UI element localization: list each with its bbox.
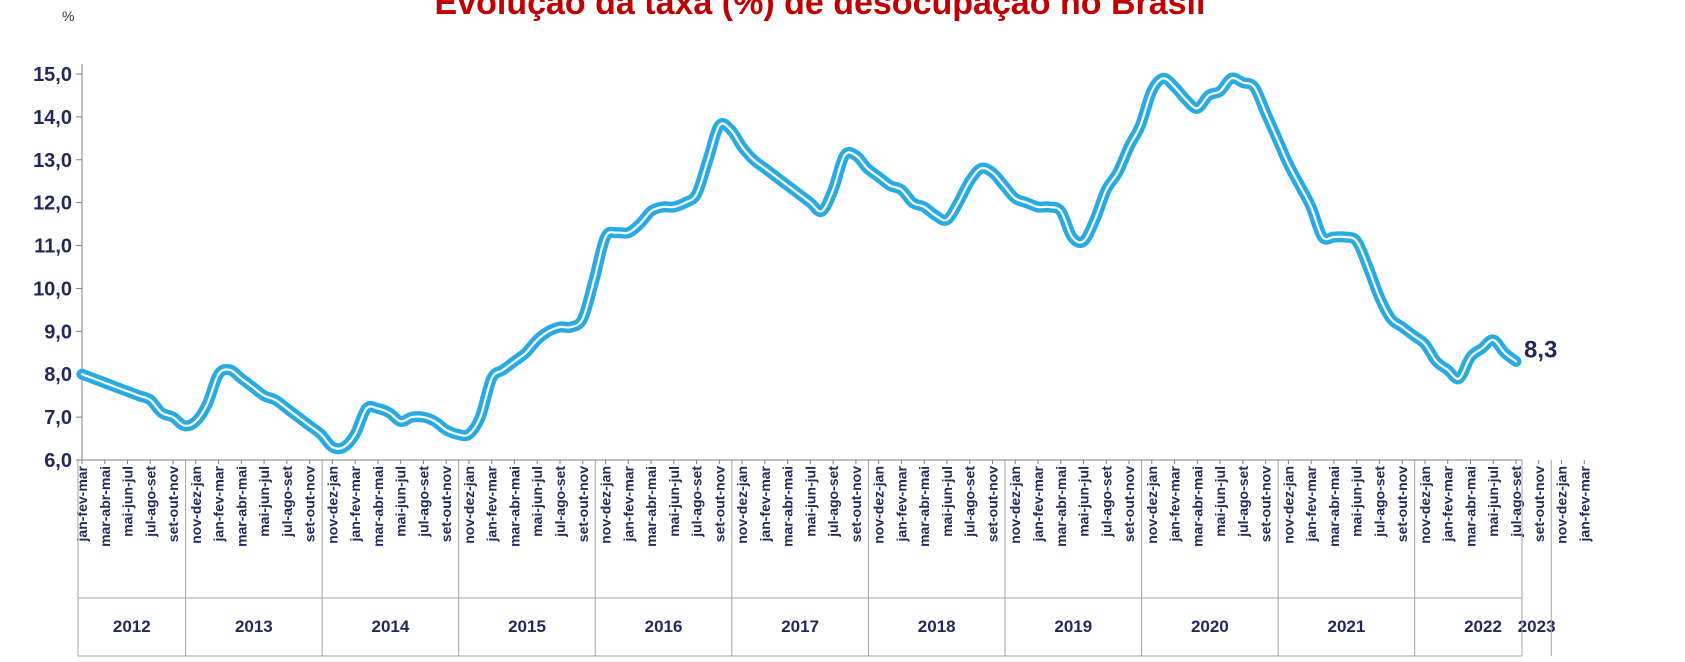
x-tick-label: set-out-nov bbox=[1121, 466, 1137, 542]
x-tick-label: nov-dez-jan bbox=[1280, 466, 1296, 544]
y-tick-label: 9,0 bbox=[44, 321, 72, 343]
x-tick-label: jan-fev-mar bbox=[757, 465, 773, 542]
x-tick-label: jan-fev-mar bbox=[1440, 465, 1456, 542]
x-tick-label: mar-abr-mai bbox=[97, 466, 113, 547]
x-tick-label: jan-fev-mar bbox=[484, 465, 500, 542]
year-label: 2016 bbox=[645, 617, 683, 636]
x-tick-label: set-out-nov bbox=[165, 466, 181, 542]
x-tick-label: jan-fev-mar bbox=[347, 465, 363, 542]
x-tick-label: mai-jun-jul bbox=[802, 466, 818, 537]
x-tick-label: mar-abr-mai bbox=[1189, 466, 1205, 547]
x-tick-label: jul-ago-set bbox=[1508, 466, 1524, 538]
x-tick-label: mar-abr-mai bbox=[370, 466, 386, 547]
y-tick-label: 13,0 bbox=[33, 150, 72, 172]
x-tick-label: jan-fev-mar bbox=[74, 465, 90, 542]
x-tick-label: nov-dez-jan bbox=[1417, 466, 1433, 544]
x-tick-label: set-out-nov bbox=[1258, 466, 1274, 542]
x-tick-label: mai-jun-jul bbox=[666, 466, 682, 537]
year-label: 2018 bbox=[918, 617, 956, 636]
x-tick-label: set-out-nov bbox=[438, 466, 454, 542]
year-label: 2017 bbox=[781, 617, 819, 636]
x-tick-label: jan-fev-mar bbox=[1167, 465, 1183, 542]
x-tick-label: jan-fev-mar bbox=[1576, 465, 1592, 542]
chart-title: Evolução da taxa (%) de desocupação no B… bbox=[435, 0, 1206, 22]
x-tick-label: mar-abr-mai bbox=[780, 466, 796, 547]
x-tick-label: set-out-nov bbox=[1531, 466, 1547, 542]
x-tick-label: nov-dez-jan bbox=[871, 466, 887, 544]
series-line bbox=[76, 72, 1522, 455]
x-tick-label: mar-abr-mai bbox=[506, 466, 522, 547]
x-tick-label: mar-abr-mai bbox=[233, 466, 249, 547]
x-tick-label: jan-fev-mar bbox=[1030, 465, 1046, 542]
x-tick-label: jan-fev-mar bbox=[893, 465, 909, 542]
x-tick-label: jan-fev-mar bbox=[211, 465, 227, 542]
x-tick-label: jul-ago-set bbox=[962, 466, 978, 538]
year-label: 2020 bbox=[1191, 617, 1229, 636]
year-label: 2019 bbox=[1054, 617, 1092, 636]
x-tick-label: jan-fev-mar bbox=[620, 465, 636, 542]
x-tick-label: nov-dez-jan bbox=[188, 466, 204, 544]
x-tick-label: set-out-nov bbox=[575, 466, 591, 542]
x-tick-label: set-out-nov bbox=[711, 466, 727, 542]
x-tick-label: mai-jun-jul bbox=[1076, 466, 1092, 537]
year-label: 2021 bbox=[1328, 617, 1366, 636]
x-tick-label: nov-dez-jan bbox=[1144, 466, 1160, 544]
y-tick-label: 10,0 bbox=[33, 278, 72, 300]
last-value-label: 8,3 bbox=[1524, 336, 1557, 363]
y-axis-unit: % bbox=[62, 8, 74, 24]
x-tick-label: mai-jun-jul bbox=[256, 466, 272, 537]
x-tick-label: set-out-nov bbox=[1394, 466, 1410, 542]
x-tick-label: mai-jun-jul bbox=[939, 466, 955, 537]
x-tick-label: mar-abr-mai bbox=[643, 466, 659, 547]
year-label: 2015 bbox=[508, 617, 546, 636]
x-tick-label: jul-ago-set bbox=[825, 466, 841, 538]
x-tick-label: jul-ago-set bbox=[279, 466, 295, 538]
x-tick-label: jul-ago-set bbox=[1235, 466, 1251, 538]
x-tick-label: mai-jun-jul bbox=[1485, 466, 1501, 537]
x-axis-ticks: jan-fev-mar mar-abr-mai mai-jun-jul jul-ago… bbox=[74, 460, 1592, 547]
x-tick-label: set-out-nov bbox=[848, 466, 864, 542]
x-tick-label: mar-abr-mai bbox=[1326, 466, 1342, 547]
x-tick-label: mar-abr-mai bbox=[1462, 466, 1478, 547]
y-tick-label: 15,0 bbox=[33, 64, 72, 86]
x-tick-label: jan-fev-mar bbox=[1303, 465, 1319, 542]
x-tick-label: set-out-nov bbox=[302, 466, 318, 542]
year-label: 2013 bbox=[235, 617, 273, 636]
x-tick-label: nov-dez-jan bbox=[598, 466, 614, 544]
x-tick-label: jul-ago-set bbox=[552, 466, 568, 538]
year-label: 2014 bbox=[372, 617, 410, 636]
series-line-highlight bbox=[80, 76, 1518, 450]
x-tick-label: nov-dez-jan bbox=[461, 466, 477, 544]
x-tick-label: jul-ago-set bbox=[1098, 466, 1114, 538]
x-tick-label: jul-ago-set bbox=[142, 466, 158, 538]
year-label: 2022 bbox=[1464, 617, 1502, 636]
y-tick-label: 8,0 bbox=[44, 364, 72, 386]
y-axis-ticks: 6,0 7,0 8,0 9,0 10,0 11,0 12,0 13,0 14,0 15,0 bbox=[33, 64, 82, 472]
year-label: 2012 bbox=[113, 617, 151, 636]
x-tick-label: jul-ago-set bbox=[415, 466, 431, 538]
y-tick-label: 6,0 bbox=[44, 450, 72, 472]
x-tick-label: nov-dez-jan bbox=[734, 466, 750, 544]
x-tick-label: mai-jun-jul bbox=[529, 466, 545, 537]
x-tick-label: mar-abr-mai bbox=[1053, 466, 1069, 547]
y-tick-label: 12,0 bbox=[33, 193, 72, 215]
x-tick-label: nov-dez-jan bbox=[1554, 466, 1570, 544]
x-tick-label: mai-jun-jul bbox=[1212, 466, 1228, 537]
x-tick-label: mai-jun-jul bbox=[120, 466, 136, 537]
x-tick-label: jul-ago-set bbox=[1371, 466, 1387, 538]
y-tick-label: 7,0 bbox=[44, 407, 72, 429]
x-tick-label: nov-dez-jan bbox=[324, 466, 340, 544]
series-line-outer bbox=[76, 72, 1522, 455]
x-tick-label: mai-jun-jul bbox=[393, 466, 409, 537]
x-tick-label: nov-dez-jan bbox=[1007, 466, 1023, 544]
x-tick-label: mai-jun-jul bbox=[1349, 466, 1365, 537]
year-label: 2023 bbox=[1518, 617, 1556, 636]
y-tick-label: 14,0 bbox=[33, 107, 72, 129]
x-tick-label: mar-abr-mai bbox=[916, 466, 932, 547]
x-tick-label: set-out-nov bbox=[984, 466, 1000, 542]
y-tick-label: 11,0 bbox=[34, 236, 72, 258]
year-table: 2012 2013 2014 2015 2016 2017 2018 2019 2020 2021… bbox=[77, 459, 1556, 657]
x-tick-label: jul-ago-set bbox=[689, 466, 705, 538]
